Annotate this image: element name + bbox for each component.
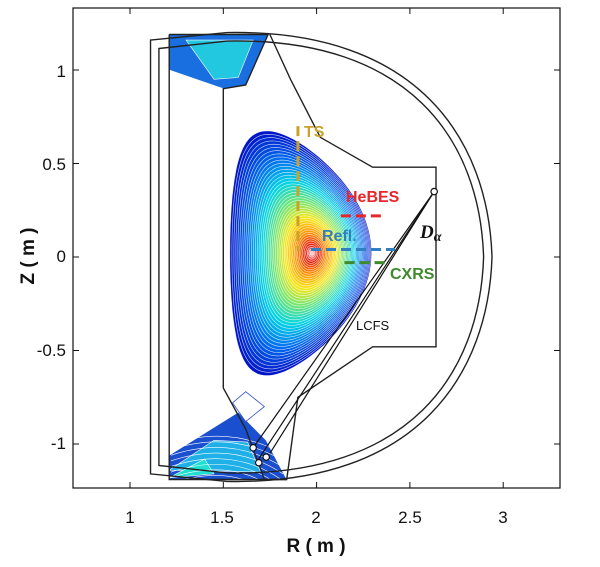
y-tick-label: 0.5 [42,155,66,174]
label-hebes: HeBES [346,189,400,206]
sightline-port [430,187,438,196]
x-tick-label: 1 [125,508,134,527]
flux-line [170,441,287,463]
vessel-inner-shell [158,40,485,474]
flux-line [170,435,289,458]
label-cxrs: CXRS [390,266,435,283]
flux-line [170,458,282,480]
y-tick-label: -1 [51,434,66,453]
axis-ticks [73,8,560,488]
diagnostic-lines [296,126,395,265]
first-wall [169,33,437,481]
y-axis-label: Z ( m ) [18,228,39,285]
dalpha-sightlines [249,187,438,467]
sightline [269,191,435,454]
sightline-port [249,443,257,452]
label-dalpha: Dα [419,222,442,245]
x-tick-label: 1.5 [210,508,234,527]
sightline-port [254,458,263,467]
inner-wall [168,34,287,481]
flux-line [170,447,286,469]
sightline [252,191,435,449]
y-tick-label: -0.5 [37,341,66,360]
y-tick-label: 0 [57,247,66,266]
label-refl: Refl. [322,228,357,245]
x-point-legs [232,391,265,423]
label-lcfs: LCFS [356,318,390,333]
flux-surface [310,251,314,256]
flux-line [170,469,274,488]
lower-flux-region-inner [168,439,262,473]
upper-flux-region-inner [185,39,254,80]
vessel-wall [149,31,493,483]
y-tick-label: 1 [57,62,66,81]
vessel-outer-shell [149,31,493,483]
flux-contours [168,34,372,488]
x-axis-label: R ( m ) [286,536,345,557]
x-tick-label: 2 [311,508,320,527]
label-ts: TS [304,124,325,141]
sightline [258,191,435,460]
x-tick-label: 2.5 [398,508,422,527]
flux-line [170,452,284,475]
x-tick-label: 3 [498,508,507,527]
sightline-port [262,453,271,461]
